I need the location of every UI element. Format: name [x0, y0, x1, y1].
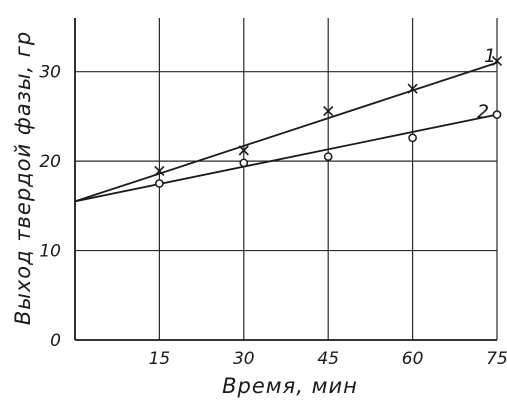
data-point-series-1 — [407, 83, 418, 94]
y-axis-label: Выход твердой фазы, гр — [11, 31, 35, 325]
y-tick-label: 20 — [39, 152, 61, 172]
data-point-series-1 — [491, 55, 503, 66]
data-point-series-1 — [154, 165, 165, 177]
y-tick-label: 30 — [39, 63, 61, 83]
x-tick-label: 45 — [317, 349, 339, 369]
fit-line-series-1 — [74, 61, 498, 203]
data-point-series-2 — [408, 133, 417, 143]
series-label-2: 2 — [477, 101, 489, 123]
y-tick-label: 10 — [39, 242, 61, 262]
x-marker-stroke — [407, 83, 418, 94]
fit-line-series-2 — [74, 113, 498, 203]
x-tick-label: 30 — [233, 349, 255, 369]
x-tick-label: 60 — [402, 349, 424, 369]
data-point-series-2 — [492, 110, 502, 119]
axes — [74, 18, 497, 341]
x-marker-stroke — [238, 145, 249, 156]
data-point-series-2 — [155, 179, 164, 188]
data-point-series-1 — [323, 105, 334, 117]
series-label-1: 1 — [484, 45, 496, 67]
x-marker-stroke — [491, 55, 503, 66]
y-tick-label: 0 — [50, 331, 61, 351]
x-tick-label: 75 — [486, 349, 507, 369]
tick-labels: 15 30 45 60 75 0 10 20 30 — [39, 63, 507, 369]
fit-lines — [74, 61, 498, 203]
data-point-series-2 — [239, 158, 249, 168]
data-points — [154, 55, 503, 188]
x-tick-label: 15 — [149, 349, 171, 369]
x-marker-stroke — [154, 165, 165, 177]
x-marker-stroke — [323, 105, 334, 117]
x-axis-label: Время, мин — [222, 374, 358, 398]
data-point-series-1 — [238, 145, 249, 156]
grid — [75, 18, 498, 340]
data-point-series-2 — [323, 152, 333, 161]
